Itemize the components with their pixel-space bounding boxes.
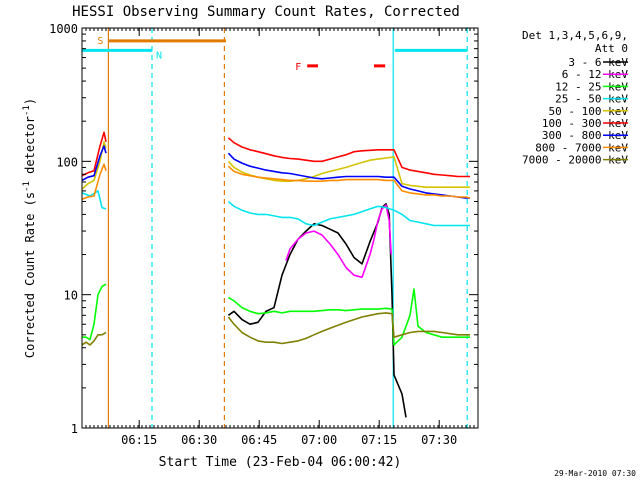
series-line-0-0 xyxy=(227,203,407,418)
series-0 xyxy=(227,203,407,418)
plot-area: S N F xyxy=(82,28,471,428)
series-line-8-0 xyxy=(82,331,107,346)
series-6 xyxy=(82,145,470,199)
legend-label-0: 3 - 6 keV xyxy=(568,56,628,69)
y-axis-label-sup1: -1 xyxy=(22,181,32,192)
x-tick-label-3: 07:00 xyxy=(301,433,337,447)
x-tick-label-2: 06:45 xyxy=(241,433,277,447)
series-line-4-0 xyxy=(82,141,107,190)
y-tick-label-1: 10 xyxy=(64,289,78,303)
series-line-3-1 xyxy=(227,200,470,227)
legend-label-4: 50 - 100 keV xyxy=(549,105,629,118)
markers-layer: S N F xyxy=(82,28,468,428)
series-line-7-0 xyxy=(82,163,107,200)
series-line-4-1 xyxy=(227,156,470,188)
series-3 xyxy=(82,190,470,227)
y-axis-label-part1: Corrected Count Rate (s xyxy=(23,192,37,358)
series-line-5-0 xyxy=(82,131,107,177)
x-axis-label: Start Time (23-Feb-04 06:00:42) xyxy=(159,455,402,470)
series-5 xyxy=(82,131,470,178)
y-axis-label: Corrected Count Rate (s-1 detector-1) xyxy=(22,98,37,358)
axes-layer: 06:15 06:30 06:45 07:00 07:15 07:30 1 10 100 1000 xyxy=(49,22,479,447)
series-8 xyxy=(82,312,470,346)
series-line-5-1 xyxy=(227,137,470,178)
series-line-3-0 xyxy=(82,190,107,210)
y-axis-label-part2: detector xyxy=(23,116,37,181)
x-tick-label-0: 06:15 xyxy=(121,433,157,447)
legend-header-1: Att 0 xyxy=(595,42,628,55)
series-1 xyxy=(285,204,392,279)
legend-label-2: 12 - 25 keV xyxy=(555,80,628,93)
series-4 xyxy=(82,141,470,190)
timestamp-label: 29-Mar-2010 07:30 xyxy=(554,469,636,478)
legend-label-5: 100 - 300 keV xyxy=(542,117,628,130)
legend-label-6: 300 - 800 keV xyxy=(542,129,628,142)
series-line-8-1 xyxy=(227,312,470,345)
series-2 xyxy=(82,283,470,346)
series-line-6-1 xyxy=(227,152,470,199)
series-line-6-0 xyxy=(82,145,107,182)
flare-label: F xyxy=(295,62,301,73)
chart-title: HESSI Observing Summary Count Rates, Cor… xyxy=(72,4,460,20)
x-tick-label-5: 07:30 xyxy=(421,433,457,447)
y-axis-label-part3: ) xyxy=(23,98,37,105)
series-line-1-0 xyxy=(285,204,392,279)
series-7 xyxy=(82,163,471,200)
x-tick-label-4: 07:15 xyxy=(361,433,397,447)
saa-label: S xyxy=(97,36,103,47)
y-axis-label-sup2: -1 xyxy=(22,105,32,116)
legend-header-0: Det 1,3,4,5,6,9, xyxy=(522,29,628,42)
night-label: N xyxy=(156,50,162,61)
x-tick-label-1: 06:30 xyxy=(181,433,217,447)
y-tick-label-0: 1 xyxy=(71,422,78,436)
plot-frame xyxy=(81,27,479,429)
series-layer xyxy=(82,131,471,418)
series-line-2-0 xyxy=(82,283,107,341)
legend-label-8: 7000 - 20000 keV xyxy=(522,154,628,167)
y-tick-label-3: 1000 xyxy=(49,22,78,36)
series-line-7-1 xyxy=(227,165,471,199)
legend-label-3: 25 - 50 keV xyxy=(555,93,628,106)
y-tick-label-2: 100 xyxy=(56,155,78,169)
series-line-2-1 xyxy=(228,288,470,346)
legend-label-7: 800 - 7000 keV xyxy=(535,141,628,154)
legend-label-1: 6 - 12 keV xyxy=(562,68,629,81)
